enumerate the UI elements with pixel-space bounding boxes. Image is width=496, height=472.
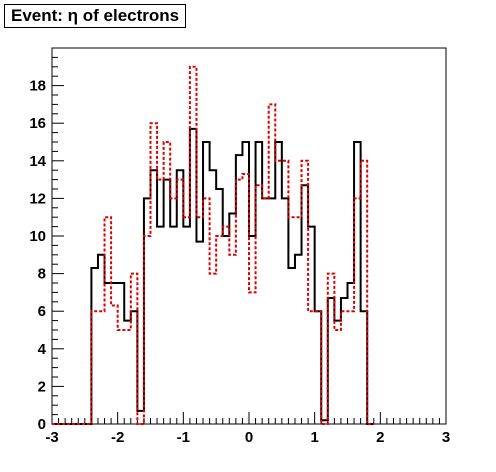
- series-group: [52, 65, 374, 425]
- y-tick-label: 2: [38, 378, 46, 395]
- y-tick-label: 6: [38, 303, 46, 320]
- histogram-solid-black: [52, 127, 374, 425]
- x-tick-label: 0: [245, 429, 253, 446]
- chart-title: Event: η of electrons: [4, 4, 187, 28]
- y-tick-label: 4: [38, 341, 47, 358]
- histogram-dashed-red: [52, 65, 374, 425]
- x-tick-label: -2: [111, 429, 124, 446]
- x-tick-label: -1: [177, 429, 190, 446]
- y-tick-label: 0: [38, 416, 46, 433]
- x-tick-label: 2: [376, 429, 384, 446]
- y-tick-label: 10: [29, 228, 46, 245]
- y-tick-label: 14: [29, 153, 46, 170]
- x-tick-label: -3: [45, 429, 58, 446]
- y-tick-label: 18: [29, 78, 46, 95]
- x-tick-label: 1: [310, 429, 318, 446]
- x-tick-label: 3: [442, 429, 450, 446]
- y-tick-label: 12: [29, 190, 46, 207]
- y-tick-label: 16: [29, 115, 46, 132]
- y-tick-label: 8: [38, 266, 46, 283]
